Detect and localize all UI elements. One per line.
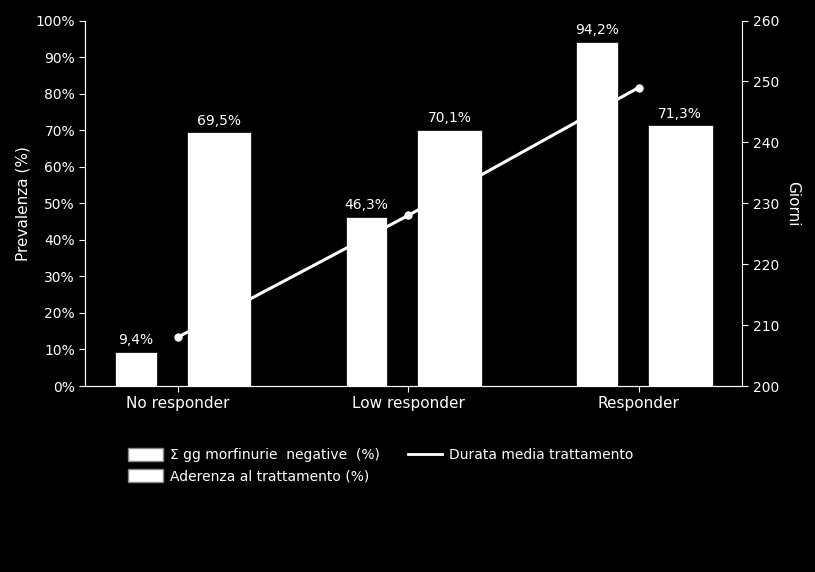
Bar	[417, 130, 482, 386]
Y-axis label: Prevalenza (%): Prevalenza (%)	[15, 146, 30, 261]
Text: 46,3%: 46,3%	[345, 198, 389, 212]
Bar	[648, 125, 712, 386]
Bar	[346, 217, 387, 386]
Bar	[116, 352, 156, 386]
Bar	[576, 42, 618, 386]
Legend: Σ gg morfinurie  negative  (%), Aderenza al trattamento (%), Durata media tratta: Σ gg morfinurie negative (%), Aderenza a…	[123, 443, 639, 488]
Text: 70,1%: 70,1%	[428, 112, 472, 125]
Text: 69,5%: 69,5%	[197, 114, 241, 128]
Text: 94,2%: 94,2%	[575, 23, 619, 37]
Text: 71,3%: 71,3%	[659, 107, 703, 121]
Bar	[187, 132, 251, 386]
Y-axis label: Giorni: Giorni	[785, 181, 800, 226]
Text: 9,4%: 9,4%	[118, 333, 154, 347]
